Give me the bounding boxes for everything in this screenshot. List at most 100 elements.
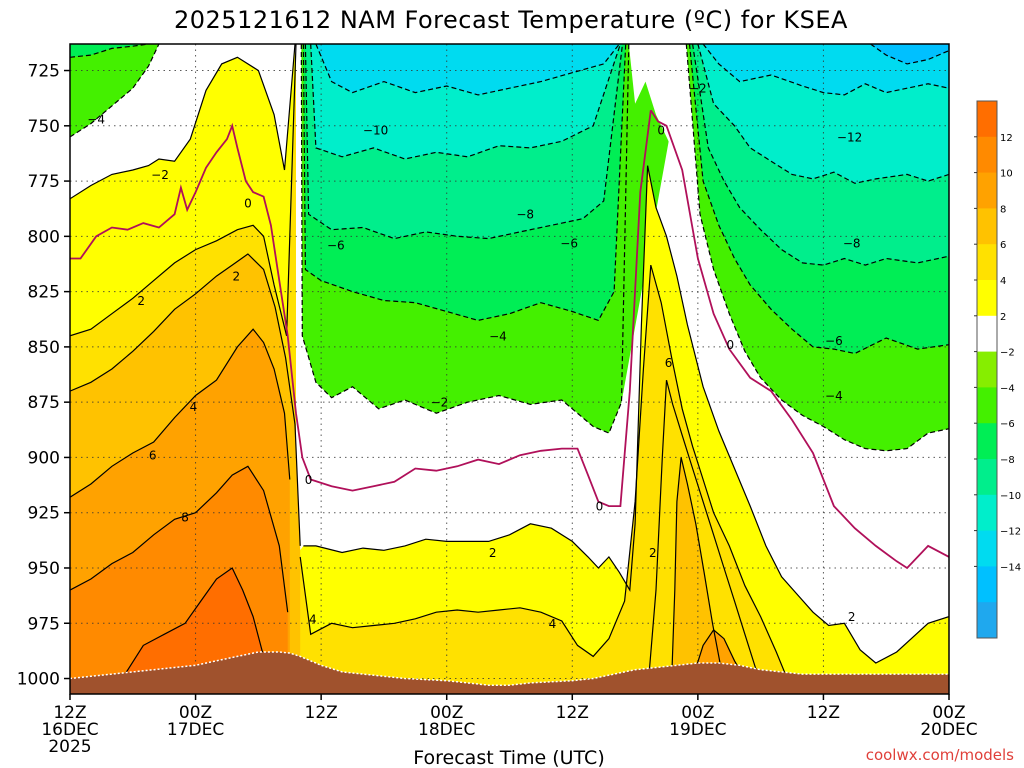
- contour--10: [315, 44, 620, 96]
- contour-label: −6: [327, 239, 345, 253]
- contour-label-text: −4: [825, 389, 843, 403]
- colorbar-label: −12: [1000, 527, 1021, 538]
- colorbar-swatch: [977, 602, 997, 639]
- colorbar-label: −10: [1000, 491, 1021, 502]
- contour-label: −4: [825, 389, 843, 403]
- contour--4-right: [688, 44, 949, 355]
- contour-lines: [70, 44, 949, 686]
- contour-8-right: [671, 457, 728, 684]
- contour-label: 2: [848, 610, 856, 624]
- x-tick-label: 20DEC: [920, 720, 977, 740]
- contour-label-text: 0: [657, 124, 665, 138]
- colorbar-label: 2: [1000, 312, 1006, 323]
- colorbar-swatch: [977, 423, 997, 460]
- y-axis: 725 750 775 800 825 850 875 900 925 950 975 1000: [17, 62, 70, 690]
- x-tick-label: 00Z: [932, 703, 965, 723]
- contour--10-right: [702, 44, 949, 96]
- fill-band-minus12-minus10-right: [703, 44, 949, 95]
- contour-label-text: −6: [825, 334, 843, 348]
- plot-frame: [69, 43, 950, 695]
- colorbar-label: 6: [1000, 240, 1006, 251]
- colorbar-swatch: [977, 101, 997, 138]
- contour--8: [310, 44, 621, 160]
- contour-label: 0: [657, 124, 665, 138]
- x-tick-label: 00Z: [430, 703, 463, 723]
- contour-label: 0: [244, 197, 252, 211]
- fill-band-minus2-2-gap: [628, 44, 687, 148]
- contour-label-text: −10: [363, 124, 388, 138]
- contour-label: 4: [549, 617, 557, 631]
- colorbar-swatch: [977, 172, 997, 209]
- contour-label-text: 2: [848, 610, 856, 624]
- fill-band-minus4-minus2-left-b: [70, 44, 159, 137]
- contour--12: [870, 44, 949, 65]
- colorbar-swatch: [977, 208, 997, 245]
- x-tick-label: 2025: [48, 737, 91, 757]
- contour-2-right: [303, 165, 949, 664]
- contour-label-text: −8: [843, 236, 861, 250]
- ground-fill: [70, 652, 949, 694]
- contour-label-text: 2: [649, 546, 657, 560]
- contour-label-text: 0: [305, 473, 313, 487]
- x-tick-label: 12Z: [305, 703, 338, 723]
- colorbar-swatch: [977, 351, 997, 388]
- y-tick-label: 750: [28, 117, 60, 137]
- colorbar-swatch: [977, 280, 997, 317]
- colorbar-frame: [976, 100, 998, 639]
- credit-text[interactable]: coolwx.com/models: [866, 746, 1014, 764]
- contour-label: 2: [233, 270, 241, 284]
- contour-label-text: −8: [516, 208, 534, 222]
- fill-band-minus6-minus4-left: [70, 44, 149, 58]
- y-tick-label: 825: [28, 283, 60, 303]
- contour-label-text: 0: [596, 500, 604, 514]
- contour-label-text: −2: [151, 168, 169, 182]
- colorbar-swatch: [977, 387, 997, 424]
- contour-label-text: 4: [309, 612, 317, 626]
- contour-label: 2: [649, 546, 657, 560]
- contour-label-text: −4: [87, 113, 105, 127]
- x-tick-label: 19DEC: [669, 720, 726, 740]
- contour-label-text: 2: [233, 270, 241, 284]
- contour-label-text: 2: [489, 546, 497, 560]
- y-tick-label: 875: [28, 393, 60, 413]
- contour-label: −8: [516, 208, 534, 222]
- colorbar-swatch: [977, 136, 997, 174]
- x-tick-label: 00Z: [179, 703, 212, 723]
- contour--8-right: [697, 44, 949, 184]
- y-tick-label: 850: [28, 338, 60, 358]
- y-tick-label: 975: [28, 614, 60, 634]
- contour-4: [70, 253, 301, 546]
- contour-label-text: −2: [431, 396, 449, 410]
- contour-label: −4: [87, 113, 105, 127]
- colorbar-label: 12: [1000, 133, 1013, 144]
- colorbar-label: 4: [1000, 276, 1006, 287]
- contour-label-text: 6: [149, 449, 157, 463]
- colorbar-swatch: [977, 530, 997, 567]
- contour-label: 6: [149, 449, 157, 463]
- x-tick-label: 16DEC: [41, 720, 98, 740]
- contour-2-left: [70, 44, 296, 200]
- contour-label: −2: [151, 168, 169, 182]
- x-axis-label: Forecast Time (UTC): [413, 747, 604, 768]
- contour-label: −6: [825, 334, 843, 348]
- colorbar-label: 8: [1000, 204, 1006, 215]
- contour-label: −6: [560, 236, 578, 250]
- colorbar: 12 10 8 6 4 2 −2 −4 −6 −8 −10 −12 −14: [974, 100, 1021, 639]
- contour-label: 0: [596, 500, 604, 514]
- y-tick-label: 1000: [17, 670, 60, 690]
- contour--2-left: [70, 44, 160, 138]
- colorbar-swatch: [977, 494, 997, 532]
- contour--6-right: [692, 44, 949, 266]
- colorbar-label: −2: [1000, 348, 1015, 359]
- colorbar-label: 10: [1000, 169, 1013, 180]
- contour-8: [70, 465, 289, 613]
- contour-label-text: −4: [489, 329, 507, 343]
- contour--2: [300, 44, 630, 434]
- x-tick-label: 17DEC: [167, 720, 224, 740]
- colorbar-label: −8: [1000, 455, 1015, 466]
- y-tick-label: 725: [28, 62, 60, 82]
- contour-label-text: 0: [726, 338, 734, 352]
- y-tick-label: 900: [28, 448, 60, 468]
- contour-6-right: [648, 379, 764, 684]
